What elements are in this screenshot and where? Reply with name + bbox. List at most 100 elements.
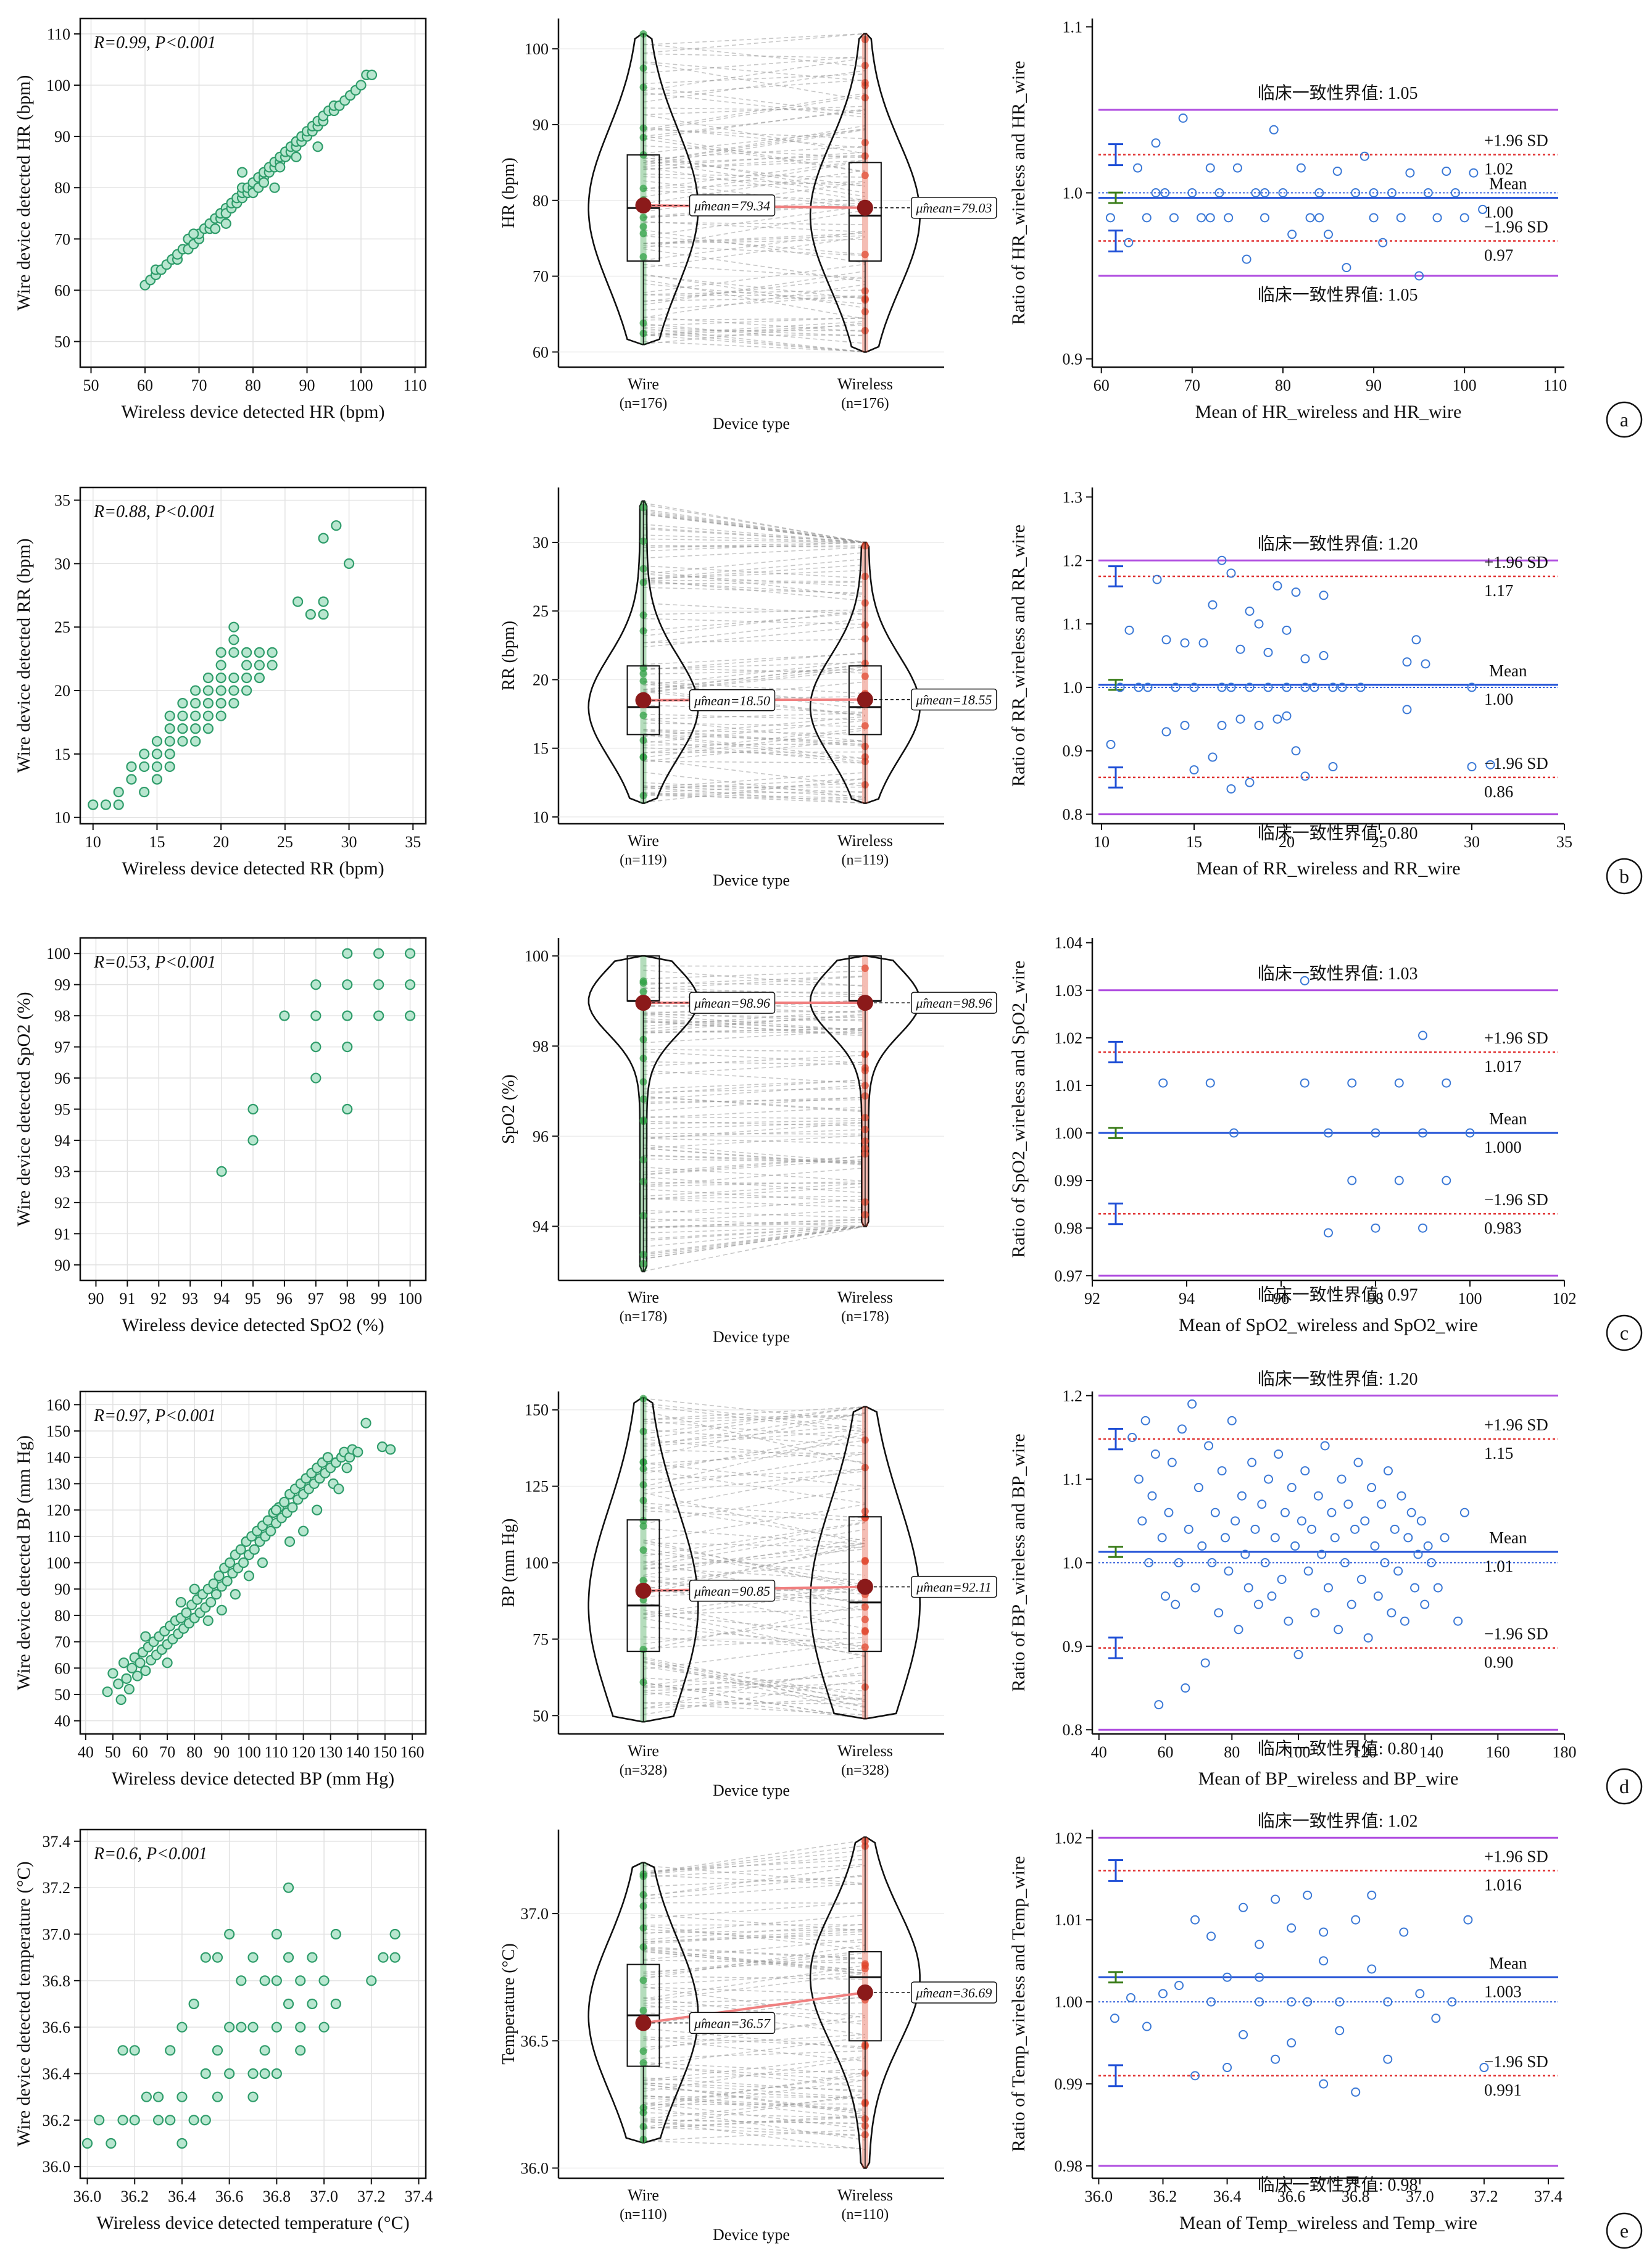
data-point (322, 1452, 333, 1463)
paired-line (643, 79, 865, 96)
paired-line (643, 1096, 865, 1113)
data-point (1337, 682, 1347, 692)
paired-line (643, 2102, 865, 2129)
y-tick-label: 90 (54, 128, 70, 146)
data-point (1393, 1566, 1403, 1576)
y-axis-label: Wire device detected BP (mm Hg) (14, 1435, 34, 1690)
data-point (1232, 163, 1242, 173)
paired-line (643, 513, 865, 543)
y-tick-label: 1.1 (1063, 615, 1083, 633)
paired-line (643, 1506, 865, 1541)
data-point (1287, 230, 1297, 239)
x-tick-label: 92 (1084, 1290, 1100, 1308)
paired-line (643, 2077, 865, 2092)
data-point (1371, 1223, 1380, 1233)
y-tick-label: 1.00 (1055, 1993, 1083, 2011)
data-point (1319, 1927, 1329, 1937)
data-point (1387, 188, 1397, 197)
upper-sd-value: 1.016 (1484, 1875, 1522, 1894)
data-point (188, 228, 199, 239)
data-point (141, 2091, 152, 2102)
data-point (1319, 1956, 1329, 1966)
paired-line (643, 1156, 865, 1175)
y-tick-label: 75 (533, 1630, 549, 1648)
data-point (1383, 1997, 1393, 2007)
paired-line (643, 1451, 865, 1464)
paired-line (643, 1167, 865, 1186)
data-point (1217, 682, 1227, 692)
data-point (224, 1557, 236, 1569)
mean-point (635, 2015, 652, 2031)
mean-point (857, 1578, 873, 1595)
correlation-annotation: R=0.88, P<0.001 (93, 502, 216, 521)
data-point (1158, 1989, 1168, 1999)
data-point (1418, 1223, 1427, 1233)
paired-line (643, 93, 866, 130)
panel-label-text: a (1620, 408, 1629, 431)
data-point (1420, 1599, 1430, 1609)
data-point (1164, 1507, 1174, 1517)
paired-line (643, 221, 865, 233)
paired-line (643, 205, 865, 237)
x-tick-label: 60 (1094, 376, 1110, 394)
x-tick-label: 91 (119, 1290, 135, 1308)
data-point (176, 2138, 188, 2149)
data-point (1267, 1591, 1277, 1601)
paired-line (643, 128, 865, 164)
data-point (1189, 682, 1199, 692)
data-point (139, 761, 150, 773)
paired-line (643, 1545, 866, 1590)
paired-line (643, 107, 865, 111)
data-point (639, 988, 647, 996)
data-point (1234, 1625, 1243, 1635)
data-point (189, 1583, 200, 1594)
data-point (1284, 1616, 1293, 1626)
paired-line (643, 1186, 865, 1200)
data-point (1423, 188, 1433, 197)
mean-label: Mean (1489, 1109, 1527, 1128)
data-point (318, 596, 329, 607)
data-point (1335, 2026, 1345, 2036)
data-point (1242, 254, 1251, 264)
data-point (1319, 2079, 1329, 2089)
data-point (861, 1628, 869, 1636)
x-tick-label: 100 (349, 376, 373, 394)
y-tick-label: 70 (54, 1633, 70, 1651)
upper-limit-label: 临床一致性界值: 1.05 (1258, 83, 1418, 103)
data-point (310, 1072, 322, 1084)
x-tick-label: 96 (276, 1290, 293, 1308)
paired-line (643, 2083, 865, 2113)
mean-value: 1.003 (1484, 1982, 1522, 2001)
data-point (1187, 1399, 1197, 1409)
paired-line (643, 1609, 866, 1657)
mean-point (635, 1582, 652, 1599)
x-axis-label: Wireless device detected RR (bpm) (122, 858, 384, 879)
data-point (343, 558, 355, 569)
data-point (1272, 714, 1282, 724)
data-point (1171, 682, 1181, 692)
paired-line (643, 602, 865, 615)
paired-line (643, 2120, 865, 2150)
y-tick-label: 0.9 (1063, 350, 1083, 368)
data-point (639, 677, 647, 685)
data-point (165, 2045, 176, 2056)
data-point (228, 634, 239, 645)
data-point (1206, 1931, 1216, 1941)
x-axis-label: Device type (713, 1328, 790, 1346)
paired-line (643, 1440, 865, 1470)
data-point (228, 621, 239, 632)
upper-sd-label: +1.96 SD (1484, 1416, 1548, 1434)
violin-shape (809, 1406, 921, 1720)
data-point (1142, 2021, 1152, 2031)
data-point (1161, 1591, 1171, 1601)
paired-line (643, 160, 866, 197)
mean-label: Mean (1489, 1528, 1527, 1547)
paired-line (643, 2055, 865, 2081)
paired-line (643, 552, 865, 575)
data-point (177, 710, 188, 721)
data-point (216, 1166, 227, 1177)
y-tick-label: 1.2 (1063, 552, 1083, 570)
y-tick-label: 95 (54, 1101, 70, 1119)
group-wireless (809, 33, 921, 353)
paired-line (643, 1225, 865, 1256)
